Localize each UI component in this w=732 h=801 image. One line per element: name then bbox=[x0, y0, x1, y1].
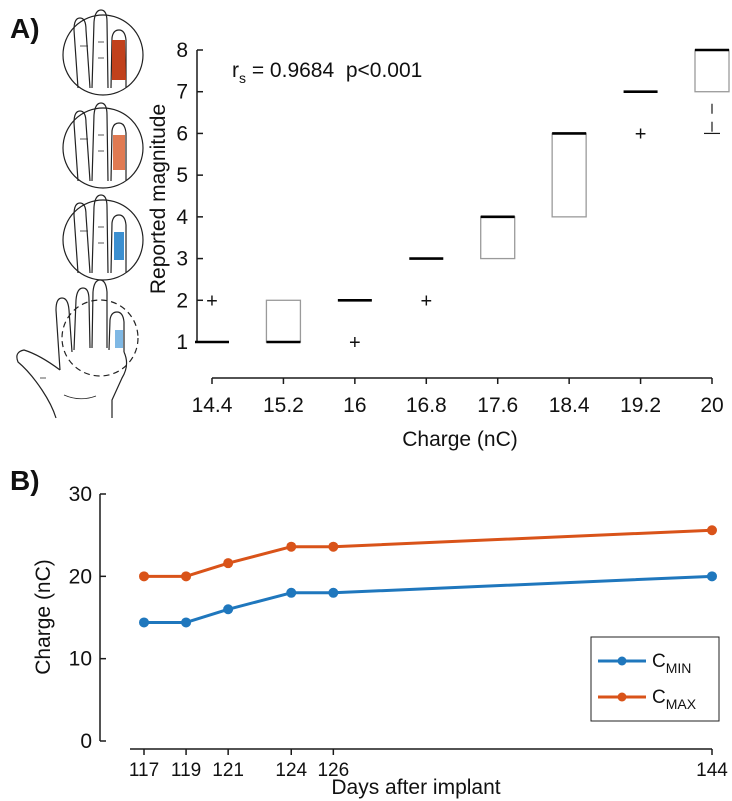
svg-text:CMAX: CMAX bbox=[652, 687, 697, 712]
annotation-r: r bbox=[232, 59, 239, 82]
data-point-max bbox=[223, 558, 234, 569]
chart-a-ytick-label: 4 bbox=[176, 206, 188, 229]
outlier-marker: + bbox=[420, 290, 432, 312]
chart-b-xtick-label: 121 bbox=[212, 760, 244, 781]
data-point-max bbox=[707, 525, 717, 536]
chart-b-ylabel: Charge (nC) bbox=[32, 559, 55, 675]
chart-b-xtick-label: 126 bbox=[317, 760, 349, 781]
chart-a-xlabel: Charge (nC) bbox=[402, 428, 518, 451]
data-point-min bbox=[223, 604, 234, 615]
data-point-min bbox=[139, 617, 149, 628]
outlier-marker: + bbox=[635, 123, 647, 145]
chart-b-ytick-label: 10 bbox=[69, 648, 92, 671]
finger-highlight-dark-red bbox=[112, 40, 126, 80]
box bbox=[551, 132, 587, 218]
data-point-max bbox=[181, 571, 192, 582]
series-line-min bbox=[144, 574, 713, 624]
chart-b: Charge (nC) Days after implant 0 10 20 30 11… bbox=[32, 483, 728, 799]
data-point-min bbox=[328, 587, 339, 598]
data-point-min bbox=[286, 587, 297, 598]
chart-a-ytick-label: 3 bbox=[176, 248, 188, 271]
chart-b-xlabel: Days after implant bbox=[331, 776, 500, 799]
svg-text:CMIN: CMIN bbox=[652, 651, 691, 676]
chart-b-xtick-label: 124 bbox=[275, 760, 307, 781]
legend-label-cmin: C bbox=[652, 651, 666, 672]
data-point-min bbox=[181, 617, 192, 628]
chart-a-ytick-label: 7 bbox=[176, 81, 188, 104]
annotation-stats: = 0.9684 p<0.001 bbox=[246, 59, 422, 82]
series-line-max bbox=[144, 528, 713, 578]
chart-a-xtick-label: 14.4 bbox=[192, 394, 233, 417]
chart-a-ytick-label: 6 bbox=[176, 122, 188, 145]
chart-a-ylabel: Reported magnitude bbox=[147, 104, 170, 294]
data-point-max bbox=[286, 541, 297, 552]
chart-a-xtick-label: 19.2 bbox=[620, 394, 661, 417]
outlier-marker: + bbox=[349, 332, 361, 354]
data-point-max bbox=[139, 571, 149, 582]
chart-b-xtick-label: 119 bbox=[171, 760, 201, 781]
chart-b-ytick-label: 30 bbox=[69, 483, 92, 506]
chart-a: Reported magnitude Charge (nC) rs = 0.96… bbox=[147, 39, 730, 451]
legend-sub-cmin: MIN bbox=[666, 660, 692, 676]
panel-b-label: B) bbox=[10, 465, 40, 496]
data-point-min bbox=[707, 571, 717, 582]
chart-a-xtick-label: 17.6 bbox=[477, 394, 518, 417]
chart-b-xtick-label: 144 bbox=[696, 760, 728, 781]
chart-a-xtick-label: 18.4 bbox=[549, 394, 590, 417]
chart-b-xtick-label: 117 bbox=[129, 760, 159, 781]
finger-zoom-icon-3 bbox=[62, 194, 144, 281]
box bbox=[265, 299, 302, 343]
legend-item-cmax: CMAX bbox=[598, 687, 697, 712]
chart-a-ytick-label: 1 bbox=[176, 331, 188, 354]
chart-a-ytick-label: 5 bbox=[176, 164, 188, 187]
chart-a-xtick-label: 20 bbox=[700, 394, 723, 417]
chart-a-xtick-label: 16 bbox=[343, 394, 366, 417]
annotation-r-sub: s bbox=[239, 70, 246, 86]
chart-a-xtick-label: 16.8 bbox=[406, 394, 447, 417]
finger-zoom-icon-2 bbox=[62, 102, 144, 189]
legend-box bbox=[590, 636, 720, 722]
hand-icon bbox=[16, 279, 139, 419]
legend-item-cmin: CMIN bbox=[598, 651, 691, 676]
chart-a-xtick-label: 15.2 bbox=[263, 394, 304, 417]
hand-illustrations bbox=[16, 9, 144, 419]
chart-a-annotation: rs = 0.9684 p<0.001 bbox=[232, 59, 422, 86]
legend-label-cmax: C bbox=[652, 687, 666, 708]
finger-zoom-icon-1 bbox=[62, 9, 144, 96]
finger-highlight-light-red bbox=[113, 135, 125, 170]
legend-sub-cmax: MAX bbox=[666, 696, 697, 712]
chart-a-ytick-label: 8 bbox=[176, 39, 188, 62]
chart-a-ytick-label: 2 bbox=[176, 289, 188, 312]
outlier-marker: + bbox=[206, 290, 218, 312]
panel-a-label: A) bbox=[10, 13, 40, 44]
finger-highlight-blue bbox=[114, 232, 124, 260]
chart-b-ytick-label: 0 bbox=[80, 730, 92, 753]
legend: CMIN CMAX bbox=[590, 636, 720, 722]
finger-highlight-light-blue bbox=[115, 330, 123, 348]
box bbox=[480, 216, 516, 260]
data-point-max bbox=[328, 541, 339, 552]
box bbox=[694, 49, 730, 93]
chart-b-ytick-label: 20 bbox=[69, 565, 92, 588]
